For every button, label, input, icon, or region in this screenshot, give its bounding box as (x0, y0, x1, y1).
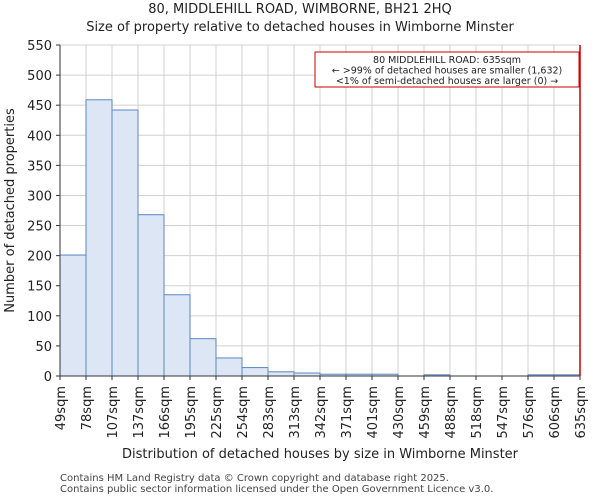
y-axis-label: Number of detached properties (3, 108, 18, 313)
y-tick-label: 350 (27, 159, 52, 174)
histogram-bar (241, 367, 269, 377)
x-tick-label: 547sqm (496, 386, 511, 439)
y-tick-label: 200 (27, 250, 52, 265)
x-tick-label: 49sqm (54, 386, 69, 430)
histogram-bar (137, 214, 165, 377)
y-tick-label: 300 (27, 189, 52, 204)
x-tick-label: 635sqm (574, 386, 589, 439)
x-tick-label: 313sqm (288, 386, 303, 439)
histogram-bar (111, 109, 139, 377)
histogram-bar (59, 254, 87, 377)
footer-line-1: Contains HM Land Registry data © Crown c… (60, 473, 449, 484)
x-tick-label: 137sqm (132, 386, 147, 439)
x-axis-label: Distribution of detached houses by size … (122, 447, 519, 462)
y-tick-label: 450 (27, 99, 52, 114)
footer-line-2: Contains public sector information licen… (60, 484, 494, 495)
y-tick-label: 500 (27, 69, 52, 84)
x-tick-label: 225sqm (210, 386, 225, 439)
annotation-box (314, 51, 580, 88)
annotation-line: ← >99% of detached houses are smaller (1… (332, 66, 563, 77)
histogram-bar (85, 99, 113, 377)
annotation-line: <1% of semi-detached houses are larger (… (336, 76, 558, 87)
x-tick-label: 78sqm (80, 386, 95, 430)
x-tick-label: 606sqm (548, 386, 563, 439)
x-tick-label: 576sqm (522, 386, 537, 439)
x-tick-label: 518sqm (470, 386, 485, 439)
y-tick-label: 400 (27, 129, 52, 144)
histogram-bar (215, 357, 243, 377)
y-tick-label: 100 (27, 310, 52, 325)
y-tick-label: 50 (35, 340, 52, 355)
y-tick-label: 250 (27, 220, 52, 235)
x-tick-label: 401sqm (366, 386, 381, 439)
y-tick-label: 550 (27, 39, 52, 54)
x-tick-label: 283sqm (262, 386, 277, 439)
x-tick-label: 254sqm (236, 386, 251, 439)
x-tick-label: 107sqm (106, 386, 121, 439)
y-tick-label: 0 (44, 370, 52, 385)
x-tick-label: 342sqm (314, 386, 329, 439)
x-tick-label: 488sqm (444, 386, 459, 439)
x-tick-label: 459sqm (418, 386, 433, 439)
histogram-bar (163, 294, 191, 377)
chart-title: 80, MIDDLEHILL ROAD, WIMBORNE, BH21 2HQ (148, 2, 452, 17)
chart-subtitle: Size of property relative to detached ho… (86, 20, 514, 35)
x-tick-label: 430sqm (392, 386, 407, 439)
y-tick-label: 150 (27, 280, 52, 295)
x-tick-label: 166sqm (158, 386, 173, 439)
x-tick-label: 371sqm (340, 386, 355, 439)
x-tick-label: 195sqm (184, 386, 199, 439)
histogram-bar (189, 338, 217, 377)
histogram-bar (267, 371, 295, 377)
annotation-line: 80 MIDDLEHILL ROAD: 635sqm (373, 55, 521, 66)
